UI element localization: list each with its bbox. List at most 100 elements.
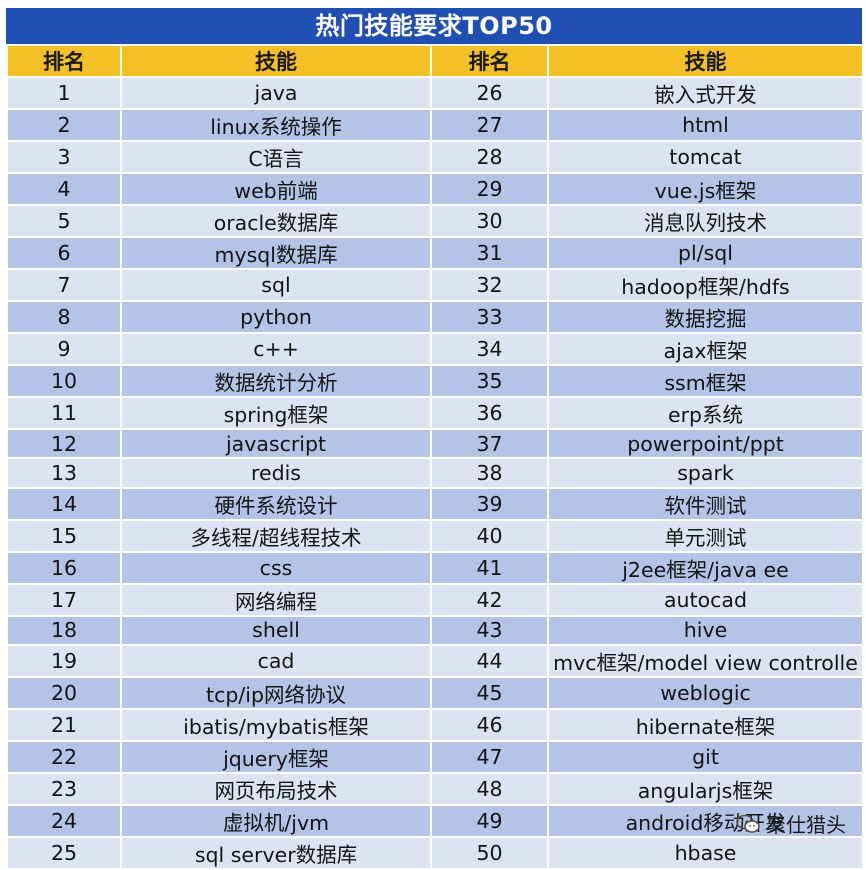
skill-left-cell: spring框架 bbox=[120, 396, 432, 430]
rank-right-cell: 33 bbox=[430, 300, 549, 334]
skill-right-cell: 数据挖掘 bbox=[547, 300, 864, 334]
rank-right-cell: 38 bbox=[430, 457, 549, 489]
skill-right-cell: hadoop框架/hdfs bbox=[547, 268, 864, 302]
skill-left-cell: 数据统计分析 bbox=[120, 364, 432, 398]
rank-right-cell: 42 bbox=[430, 582, 549, 617]
wechat-icon bbox=[736, 814, 760, 833]
rank-left-cell: 23 bbox=[6, 771, 122, 806]
watermark: 聚仕猎头 bbox=[736, 809, 846, 838]
header-rank-right: 排名 bbox=[430, 44, 549, 78]
skill-left-cell: css bbox=[120, 550, 432, 585]
skill-right-cell: erp系统 bbox=[547, 396, 864, 430]
skill-left-cell: shell bbox=[120, 614, 432, 646]
table-row: 12 javascript 37 powerpoint/ppt bbox=[6, 427, 864, 460]
rank-right-cell: 39 bbox=[430, 486, 549, 521]
skill-right-cell: 单元测试 bbox=[547, 518, 864, 553]
rank-left-cell: 20 bbox=[6, 675, 122, 710]
rank-right-cell: 27 bbox=[430, 108, 549, 142]
skill-right-cell: hive bbox=[547, 614, 864, 646]
rank-left-cell: 10 bbox=[6, 364, 122, 398]
table-row: 17 网络编程 42 autocad bbox=[6, 582, 864, 617]
table-row: 11 spring框架 36 erp系统 bbox=[6, 396, 864, 430]
skill-left-cell: 网络编程 bbox=[120, 582, 432, 617]
rank-right-cell: 43 bbox=[430, 614, 549, 646]
rank-right-cell: 45 bbox=[430, 675, 549, 710]
rank-right-cell: 49 bbox=[430, 803, 549, 838]
table-row: 2 linux系统操作 27 html bbox=[6, 108, 864, 142]
rank-right-cell: 50 bbox=[430, 835, 549, 870]
watermark-text: 聚仕猎头 bbox=[766, 813, 846, 837]
rank-left-cell: 14 bbox=[6, 486, 122, 521]
skill-right-cell: git bbox=[547, 739, 864, 774]
rank-right-cell: 30 bbox=[430, 204, 549, 238]
skill-left-cell: tcp/ip网络协议 bbox=[120, 675, 432, 710]
skill-left-cell: 硬件系统设计 bbox=[120, 486, 432, 521]
skill-right-cell: angularjs框架 bbox=[547, 771, 864, 806]
rank-left-cell: 15 bbox=[6, 518, 122, 553]
rank-left-cell: 17 bbox=[6, 582, 122, 617]
rank-left-cell: 4 bbox=[6, 172, 122, 206]
rank-right-cell: 44 bbox=[430, 643, 549, 678]
skill-left-cell: sql server数据库 bbox=[120, 835, 432, 870]
table-row: 24 虚拟机/jvm 49 android移动开发 bbox=[6, 803, 864, 838]
rank-right-cell: 31 bbox=[430, 236, 549, 270]
skill-right-cell: html bbox=[547, 108, 864, 142]
table-row: 13 redis 38 spark bbox=[6, 457, 864, 489]
skill-right-cell: autocad bbox=[547, 582, 864, 617]
skill-right-cell: spark bbox=[547, 457, 864, 489]
table-row: 9 c++ 34 ajax框架 bbox=[6, 332, 864, 366]
rank-left-cell: 19 bbox=[6, 643, 122, 678]
rank-right-cell: 41 bbox=[430, 550, 549, 585]
rank-right-cell: 36 bbox=[430, 396, 549, 430]
skill-left-cell: python bbox=[120, 300, 432, 334]
rank-left-cell: 8 bbox=[6, 300, 122, 334]
table-row: 8 python 33 数据挖掘 bbox=[6, 300, 864, 334]
skill-right-cell: 嵌入式开发 bbox=[547, 76, 864, 110]
rank-right-cell: 40 bbox=[430, 518, 549, 553]
rank-right-cell: 26 bbox=[430, 76, 549, 110]
skill-left-cell: 虚拟机/jvm bbox=[120, 803, 432, 838]
skills-table: 排名 技能 排名 技能 1 java 26 嵌入式开发 2 linux系统操作 27 html… bbox=[6, 44, 864, 870]
header-skill-right: 技能 bbox=[547, 44, 864, 78]
table-row: 7 sql 32 hadoop框架/hdfs bbox=[6, 268, 864, 302]
rank-left-cell: 22 bbox=[6, 739, 122, 774]
table-row: 23 网页布局技术 48 angularjs框架 bbox=[6, 771, 864, 806]
table-row: 25 sql server数据库 50 hbase bbox=[6, 835, 864, 870]
rank-left-cell: 6 bbox=[6, 236, 122, 270]
rank-right-cell: 35 bbox=[430, 364, 549, 398]
rank-left-cell: 13 bbox=[6, 457, 122, 489]
skill-right-cell: j2ee框架/java ee bbox=[547, 550, 864, 585]
rank-left-cell: 24 bbox=[6, 803, 122, 838]
rank-left-cell: 2 bbox=[6, 108, 122, 142]
skill-left-cell: 多线程/超线程技术 bbox=[120, 518, 432, 553]
rank-left-cell: 25 bbox=[6, 835, 122, 870]
skill-left-cell: linux系统操作 bbox=[120, 108, 432, 142]
skill-left-cell: oracle数据库 bbox=[120, 204, 432, 238]
table-row: 21 ibatis/mybatis框架 46 hibernate框架 bbox=[6, 707, 864, 742]
skill-right-cell: vue.js框架 bbox=[547, 172, 864, 206]
skill-right-cell: hbase bbox=[547, 835, 864, 870]
rank-left-cell: 16 bbox=[6, 550, 122, 585]
header-rank-left: 排名 bbox=[6, 44, 122, 78]
skill-left-cell: ibatis/mybatis框架 bbox=[120, 707, 432, 742]
skill-right-cell: 消息队列技术 bbox=[547, 204, 864, 238]
skill-right-cell: pl/sql bbox=[547, 236, 864, 270]
skill-right-cell: powerpoint/ppt bbox=[547, 427, 864, 460]
rank-left-cell: 9 bbox=[6, 332, 122, 366]
rank-right-cell: 46 bbox=[430, 707, 549, 742]
skill-left-cell: web前端 bbox=[120, 172, 432, 206]
skill-left-cell: java bbox=[120, 76, 432, 110]
table-row: 22 jquery框架 47 git bbox=[6, 739, 864, 774]
skill-left-cell: cad bbox=[120, 643, 432, 678]
table-title: 热门技能要求TOP50 bbox=[6, 8, 862, 44]
rank-right-cell: 48 bbox=[430, 771, 549, 806]
header-skill-left: 技能 bbox=[120, 44, 432, 78]
table-row: 4 web前端 29 vue.js框架 bbox=[6, 172, 864, 206]
rank-right-cell: 32 bbox=[430, 268, 549, 302]
skill-left-cell: C语言 bbox=[120, 140, 432, 174]
skill-left-cell: mysql数据库 bbox=[120, 236, 432, 270]
rank-right-cell: 34 bbox=[430, 332, 549, 366]
rank-right-cell: 47 bbox=[430, 739, 549, 774]
rank-left-cell: 21 bbox=[6, 707, 122, 742]
skill-left-cell: 网页布局技术 bbox=[120, 771, 432, 806]
